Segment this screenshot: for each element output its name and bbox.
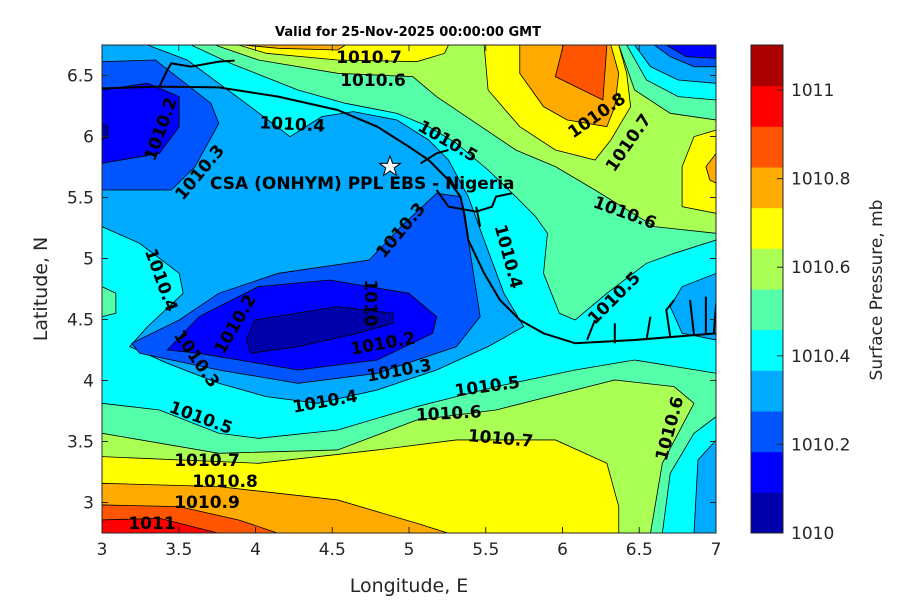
x-tick-label: 6 — [557, 540, 568, 560]
colorbar-swatch — [751, 207, 783, 249]
x-tick-label: 4 — [250, 540, 261, 560]
band-1010.8-top — [243, 45, 346, 50]
plot-area: 1010.7 1010.6 1010.2 1010.3 1010.4 1010.… — [102, 45, 716, 534]
colorbar-tick-label: 1011 — [791, 81, 834, 101]
band-1010.3-right — [670, 273, 716, 340]
chart-title: Valid for 25-Nov-2025 00:00:00 GMT — [275, 25, 541, 40]
site-star-marker — [377, 154, 403, 177]
contour-label: 1010.6 — [415, 402, 482, 425]
colorbar-swatch — [751, 289, 783, 331]
x-axis-label: Longitude, E — [350, 575, 469, 597]
y-tick-label: 3 — [83, 494, 94, 514]
colorbar-swatch — [751, 85, 783, 127]
y-tick-label: 6.5 — [67, 67, 94, 87]
y-axis-label: Latitude, N — [30, 237, 52, 342]
x-tick-label: 6.5 — [626, 540, 653, 560]
x-tick-label: 5.5 — [472, 540, 499, 560]
band-1010.9-top-right — [555, 45, 606, 100]
band-1010.5-pocket — [102, 287, 116, 317]
y-tick-label: 5 — [83, 250, 94, 270]
x-axis: 3 3.5 4 4.5 5 5.5 6 6.5 7 — [97, 45, 722, 560]
y-tick-label: 5.5 — [67, 189, 94, 209]
band-1010.8-right — [706, 153, 716, 183]
band-1010.3-right-bottom — [694, 440, 716, 533]
colorbar: 1010 1010.2 1010.4 1010.6 1010.8 1011 — [751, 45, 850, 544]
y-tick-label: 4.5 — [67, 311, 94, 331]
y-tick-label: 6 — [83, 128, 94, 148]
contour-label: 1010.7 — [336, 48, 402, 68]
band-1011-bottom — [102, 518, 219, 533]
colorbar-label: Surface Pressure, mb — [867, 200, 887, 381]
contour-label: 1010.8 — [192, 472, 258, 492]
site-annotation: CSA (ONHYM) PPL EBS - Nigeria — [210, 174, 515, 194]
band-1010.1-top-right — [666, 45, 716, 58]
contour-label: 1010.4 — [259, 113, 326, 136]
colorbar-tick-label: 1010.2 — [791, 435, 850, 455]
band-1010.0 — [247, 307, 394, 354]
band-1010.7-right — [682, 130, 716, 213]
colorbar-swatch — [751, 126, 783, 168]
x-tick-label: 3.5 — [165, 540, 192, 560]
contour-label: 1010.9 — [174, 493, 240, 513]
colorbar-tick-label: 1010.4 — [791, 347, 850, 367]
colorbar-swatch — [751, 370, 783, 412]
x-tick-label: 4.5 — [319, 540, 346, 560]
y-tick-label: 4 — [83, 372, 94, 392]
colorbar-swatch — [751, 329, 783, 371]
x-tick-label: 3 — [97, 540, 108, 560]
colorbar-swatch — [751, 248, 783, 290]
y-axis: 3 3.5 4 4.5 5 5.5 6 6.5 — [67, 67, 716, 514]
coastline — [102, 61, 716, 344]
contour-label: 1010 — [360, 279, 380, 326]
colorbar-swatch — [751, 411, 783, 453]
colorbar-swatch — [751, 451, 783, 493]
colorbar-swatch — [751, 167, 783, 209]
band-1010.7-top — [239, 45, 449, 62]
colorbar-tick-label: 1010 — [791, 524, 834, 544]
colorbar-swatch — [751, 45, 783, 87]
band-1010.1-left — [102, 83, 179, 163]
band-1010.0-left — [102, 123, 108, 140]
contour-label: 1010.7 — [174, 451, 240, 471]
y-tick-label: 3.5 — [67, 433, 94, 453]
colorbar-tick-label: 1010.8 — [791, 170, 850, 190]
colorbar-swatch — [751, 492, 783, 534]
x-tick-label: 7 — [711, 540, 722, 560]
colorbar-frame — [750, 44, 784, 534]
x-tick-label: 5 — [404, 540, 415, 560]
contour-label: 1010.6 — [340, 71, 406, 91]
colorbar-tick-label: 1010.6 — [791, 258, 850, 278]
contour-label: 1011 — [128, 514, 175, 534]
